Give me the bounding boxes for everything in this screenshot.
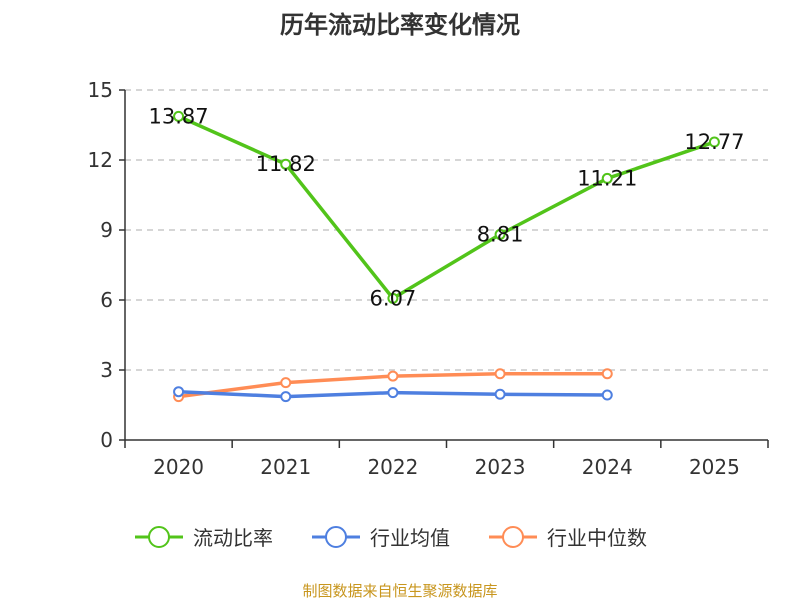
data-label: 12.77 [684,130,744,154]
x-tick-label: 2025 [689,455,740,479]
data-point [173,386,185,398]
data-point [708,136,720,148]
data-point [280,158,292,170]
data-point [494,228,506,240]
legend-marker [148,526,170,548]
data-point [601,389,613,401]
y-tick-label: 3 [100,358,113,382]
data-label: 8.81 [477,222,524,246]
y-tick-label: 9 [100,218,113,242]
x-tick-label: 2024 [582,455,633,479]
data-point [494,368,506,380]
legend-marker [502,526,524,548]
legend-label: 流动比率 [193,526,273,550]
legend-label: 行业中位数 [547,526,647,550]
data-label: 11.82 [256,152,316,176]
data-point [173,110,185,122]
data-point [387,292,399,304]
chart-title: 历年流动比率变化情况 [280,11,520,39]
y-tick-label: 15 [88,78,113,102]
x-tick-label: 2020 [153,455,204,479]
data-label: 6.07 [370,286,417,310]
x-tick-label: 2023 [475,455,526,479]
y-tick-label: 6 [100,288,113,312]
data-point [601,368,613,380]
data-point [387,370,399,382]
y-tick-label: 12 [88,148,113,172]
data-point [280,391,292,403]
data-label: 11.21 [577,166,637,190]
data-point [601,172,613,184]
data-point [387,387,399,399]
data-label: 13.87 [149,104,209,128]
data-point [280,377,292,389]
x-tick-label: 2021 [260,455,311,479]
data-point [494,388,506,400]
y-tick-label: 0 [100,428,113,452]
series-line-流动比率 [177,114,715,301]
legend-marker [325,526,347,548]
legend-label: 行业均值 [370,526,450,550]
x-tick-label: 2022 [367,455,418,479]
source-note: 制图数据来自恒生聚源数据库 [302,582,497,600]
